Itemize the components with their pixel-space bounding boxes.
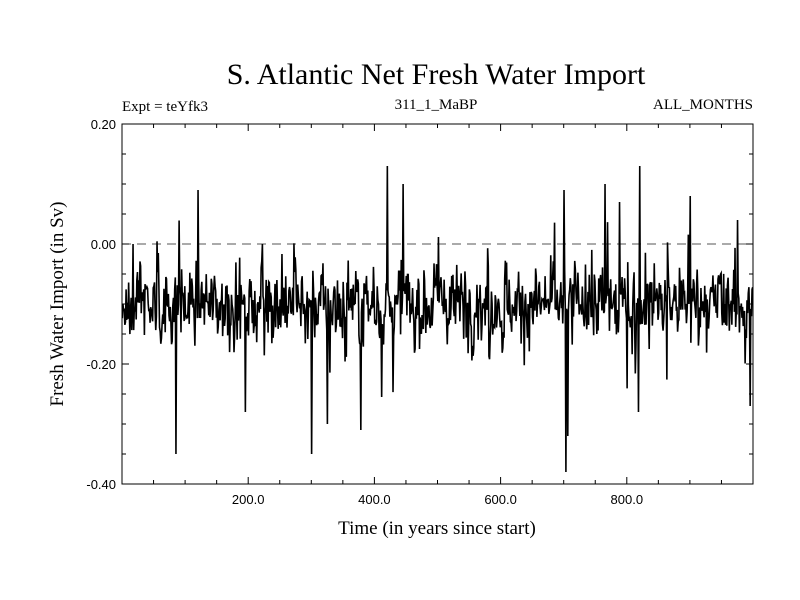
subtitle-experiment: Expt = teYfk3 [122, 99, 208, 115]
y-tick-label: 0.20 [91, 117, 116, 132]
x-tick-label: 600.0 [484, 492, 517, 507]
x-tick-label: 200.0 [232, 492, 265, 507]
y-tick-label: -0.40 [86, 477, 116, 492]
subtitle-months: ALL_MONTHS [653, 97, 753, 113]
y-tick-label: 0.00 [91, 237, 116, 252]
x-tick-label: 400.0 [358, 492, 391, 507]
x-axis-label: Time (in years since start) [338, 518, 536, 539]
subtitle-run-id: 311_1_MaBP [395, 97, 478, 113]
y-axis-label: Fresh Water Import (in Sv) [47, 202, 68, 407]
x-tick-label: 800.0 [611, 492, 644, 507]
y-tick-label: -0.20 [86, 357, 116, 372]
chart-title: S. Atlantic Net Fresh Water Import [227, 58, 646, 91]
series-line [122, 165, 753, 473]
x-axis-ticks: 200.0 400.0 600.0 800.0 [153, 124, 722, 507]
y-axis-ticks: 0.20 0.00 -0.20 -0.40 [86, 117, 753, 492]
